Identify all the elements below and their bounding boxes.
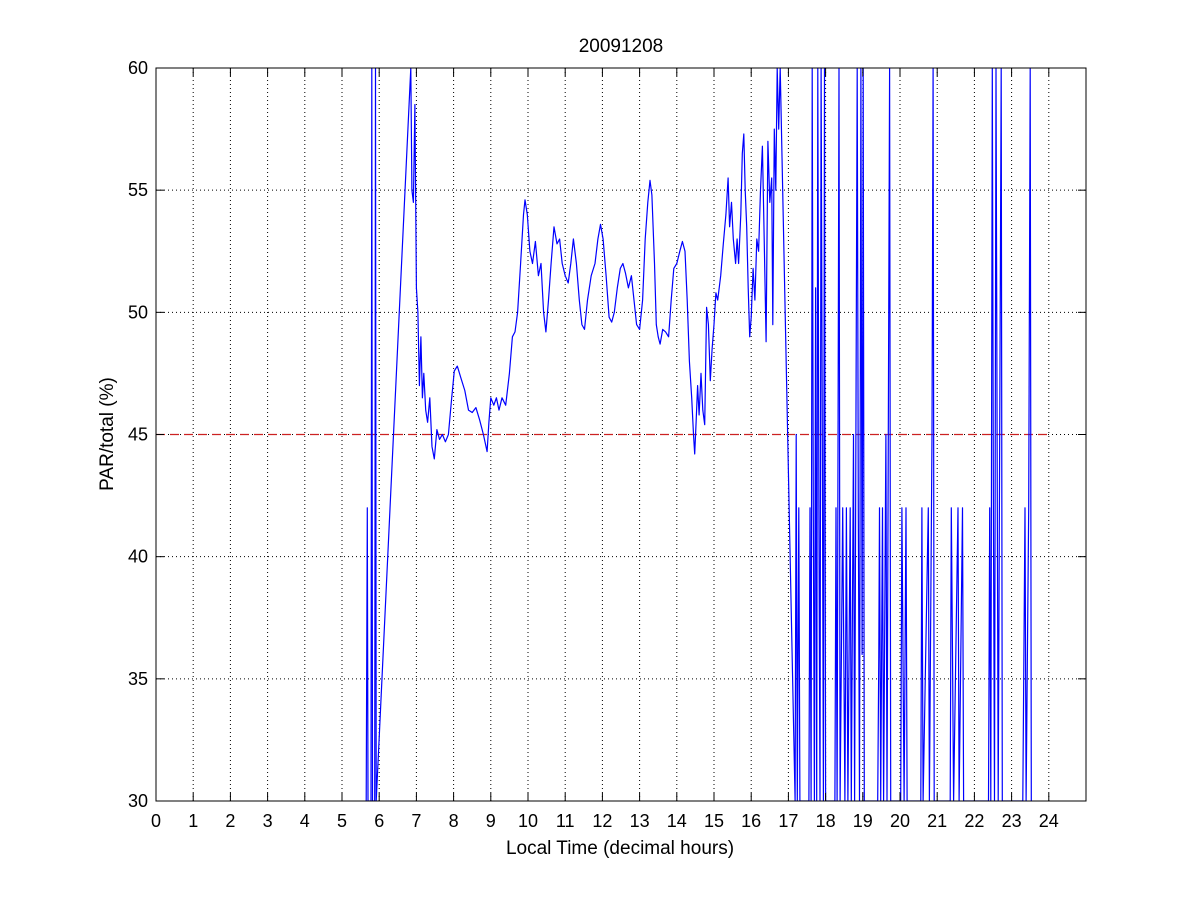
x-tick-label: 4 [300,811,310,831]
x-axis-label: Local Time (decimal hours) [506,838,734,859]
x-tick-label: 23 [1002,811,1022,831]
x-tick-label: 21 [927,811,947,831]
x-tick-label: 19 [853,811,873,831]
chart-title: 20091208 [579,36,664,57]
y-tick-label: 30 [128,791,148,811]
y-tick-label: 60 [128,58,148,78]
series-layer [156,68,1049,801]
x-tick-label: 0 [151,811,161,831]
x-tick-label: 22 [964,811,984,831]
x-tick-label: 5 [337,811,347,831]
x-tick-label: 11 [556,811,575,831]
x-tick-label: 12 [592,811,612,831]
x-tick-label: 18 [816,811,836,831]
x-tick-label: 10 [518,811,538,831]
x-tick-label: 13 [630,811,650,831]
y-tick-label: 35 [128,669,148,689]
x-tick-label: 20 [890,811,910,831]
y-tick-label: 45 [128,425,148,445]
par-ratio-series-line [365,68,1032,801]
x-tick-label: 9 [486,811,496,831]
y-tick-label: 40 [128,547,148,567]
y-tick-label: 50 [128,302,148,322]
x-tick-label: 8 [449,811,459,831]
x-tick-label: 3 [263,811,273,831]
x-tick-label: 24 [1039,811,1059,831]
x-tick-label: 16 [741,811,761,831]
x-tick-label: 2 [225,811,235,831]
x-tick-label: 7 [411,811,421,831]
axis-ticks: 0 1 2 3 4 5 6 7 8 9 10 11 12 13 14 15 16 17 18 19 20 21 22 23 24… [128,58,1086,831]
x-tick-label: 6 [374,811,384,831]
x-tick-label: 17 [778,811,798,831]
y-tick-label: 55 [128,180,148,200]
x-tick-label: 1 [188,811,198,831]
y-axis-label: PAR/total (%) [97,377,118,491]
x-tick-label: 15 [704,811,724,831]
x-tick-label: 14 [667,811,687,831]
